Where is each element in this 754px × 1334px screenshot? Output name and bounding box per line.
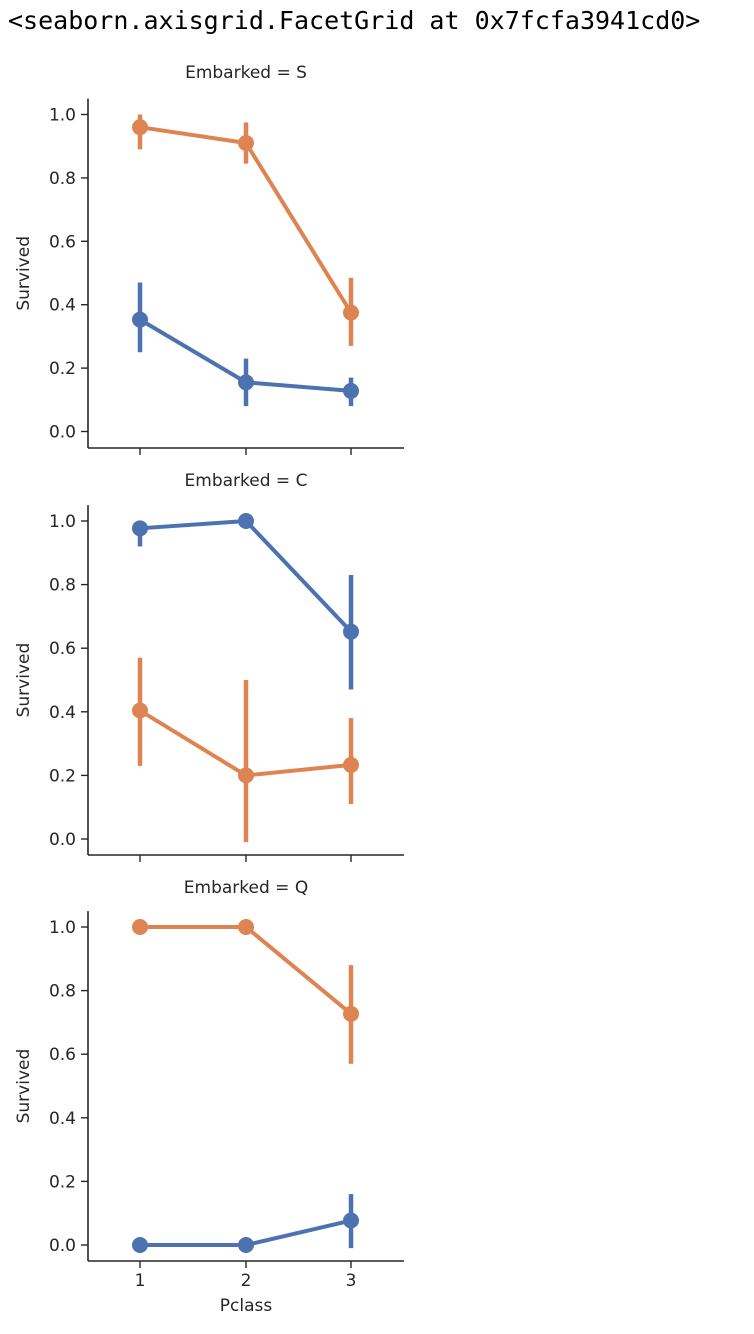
data-point — [238, 919, 254, 935]
data-point — [238, 767, 254, 784]
y-tick-label: 0.4 — [49, 1109, 76, 1129]
y-tick-label: 0.8 — [49, 982, 76, 1002]
y-tick-label: 0.0 — [49, 1236, 76, 1256]
data-point — [343, 756, 359, 773]
data-point — [343, 1005, 359, 1022]
data-point — [343, 382, 359, 399]
x-tick-label: 3 — [346, 1271, 357, 1291]
output-repr-text: <seaborn.axisgrid.FacetGrid at 0x7fcfa39… — [8, 6, 701, 35]
y-tick-label: 0.6 — [49, 639, 76, 659]
y-tick-label: 1.0 — [49, 106, 76, 126]
facet-grid-chart: Embarked = S 0.0 0.2 0.4 0.6 0.8 1.0 Survived Em… — [14, 63, 404, 1316]
y-axis-label: Survived — [14, 1049, 34, 1124]
y-tick-label: 1.0 — [49, 918, 76, 938]
y-tick-label: 0.6 — [49, 232, 76, 252]
y-tick-label: 0.8 — [49, 576, 76, 596]
series-line — [139, 519, 353, 634]
y-tick-label: 0.2 — [49, 766, 76, 786]
data-point — [238, 513, 254, 529]
data-point — [343, 304, 359, 321]
data-point — [132, 919, 148, 935]
y-tick-label: 0.8 — [49, 169, 76, 189]
panel-title: Embarked = Q — [184, 878, 308, 898]
data-point — [238, 135, 254, 152]
y-axis-label: Survived — [14, 236, 34, 311]
data-point — [238, 374, 254, 391]
data-point — [132, 702, 148, 719]
data-point — [132, 119, 148, 136]
x-tick-label: 1 — [135, 1271, 146, 1291]
y-tick-label: 0.0 — [49, 830, 76, 850]
data-point — [238, 1237, 254, 1253]
x-tick-label: 2 — [241, 1271, 252, 1291]
x-axis-label: Pclass — [220, 1296, 273, 1316]
data-point — [343, 1212, 359, 1229]
y-tick-label: 0.2 — [49, 1172, 76, 1192]
data-point — [132, 1237, 148, 1253]
panel-title: Embarked = C — [185, 471, 308, 491]
y-tick-label: 0.6 — [49, 1045, 76, 1065]
y-tick-label: 1.0 — [49, 512, 76, 532]
y-axis-label: Survived — [14, 643, 34, 718]
series-line — [140, 925, 353, 1016]
data-point — [132, 520, 148, 537]
y-tick-label: 0.4 — [49, 296, 76, 316]
y-tick-label: 0.4 — [49, 703, 76, 723]
y-tick-label: 0.2 — [49, 359, 76, 379]
y-tick-label: 0.0 — [49, 423, 76, 443]
data-point — [343, 623, 359, 640]
data-point — [132, 311, 148, 328]
panel-title: Embarked = S — [185, 63, 307, 83]
